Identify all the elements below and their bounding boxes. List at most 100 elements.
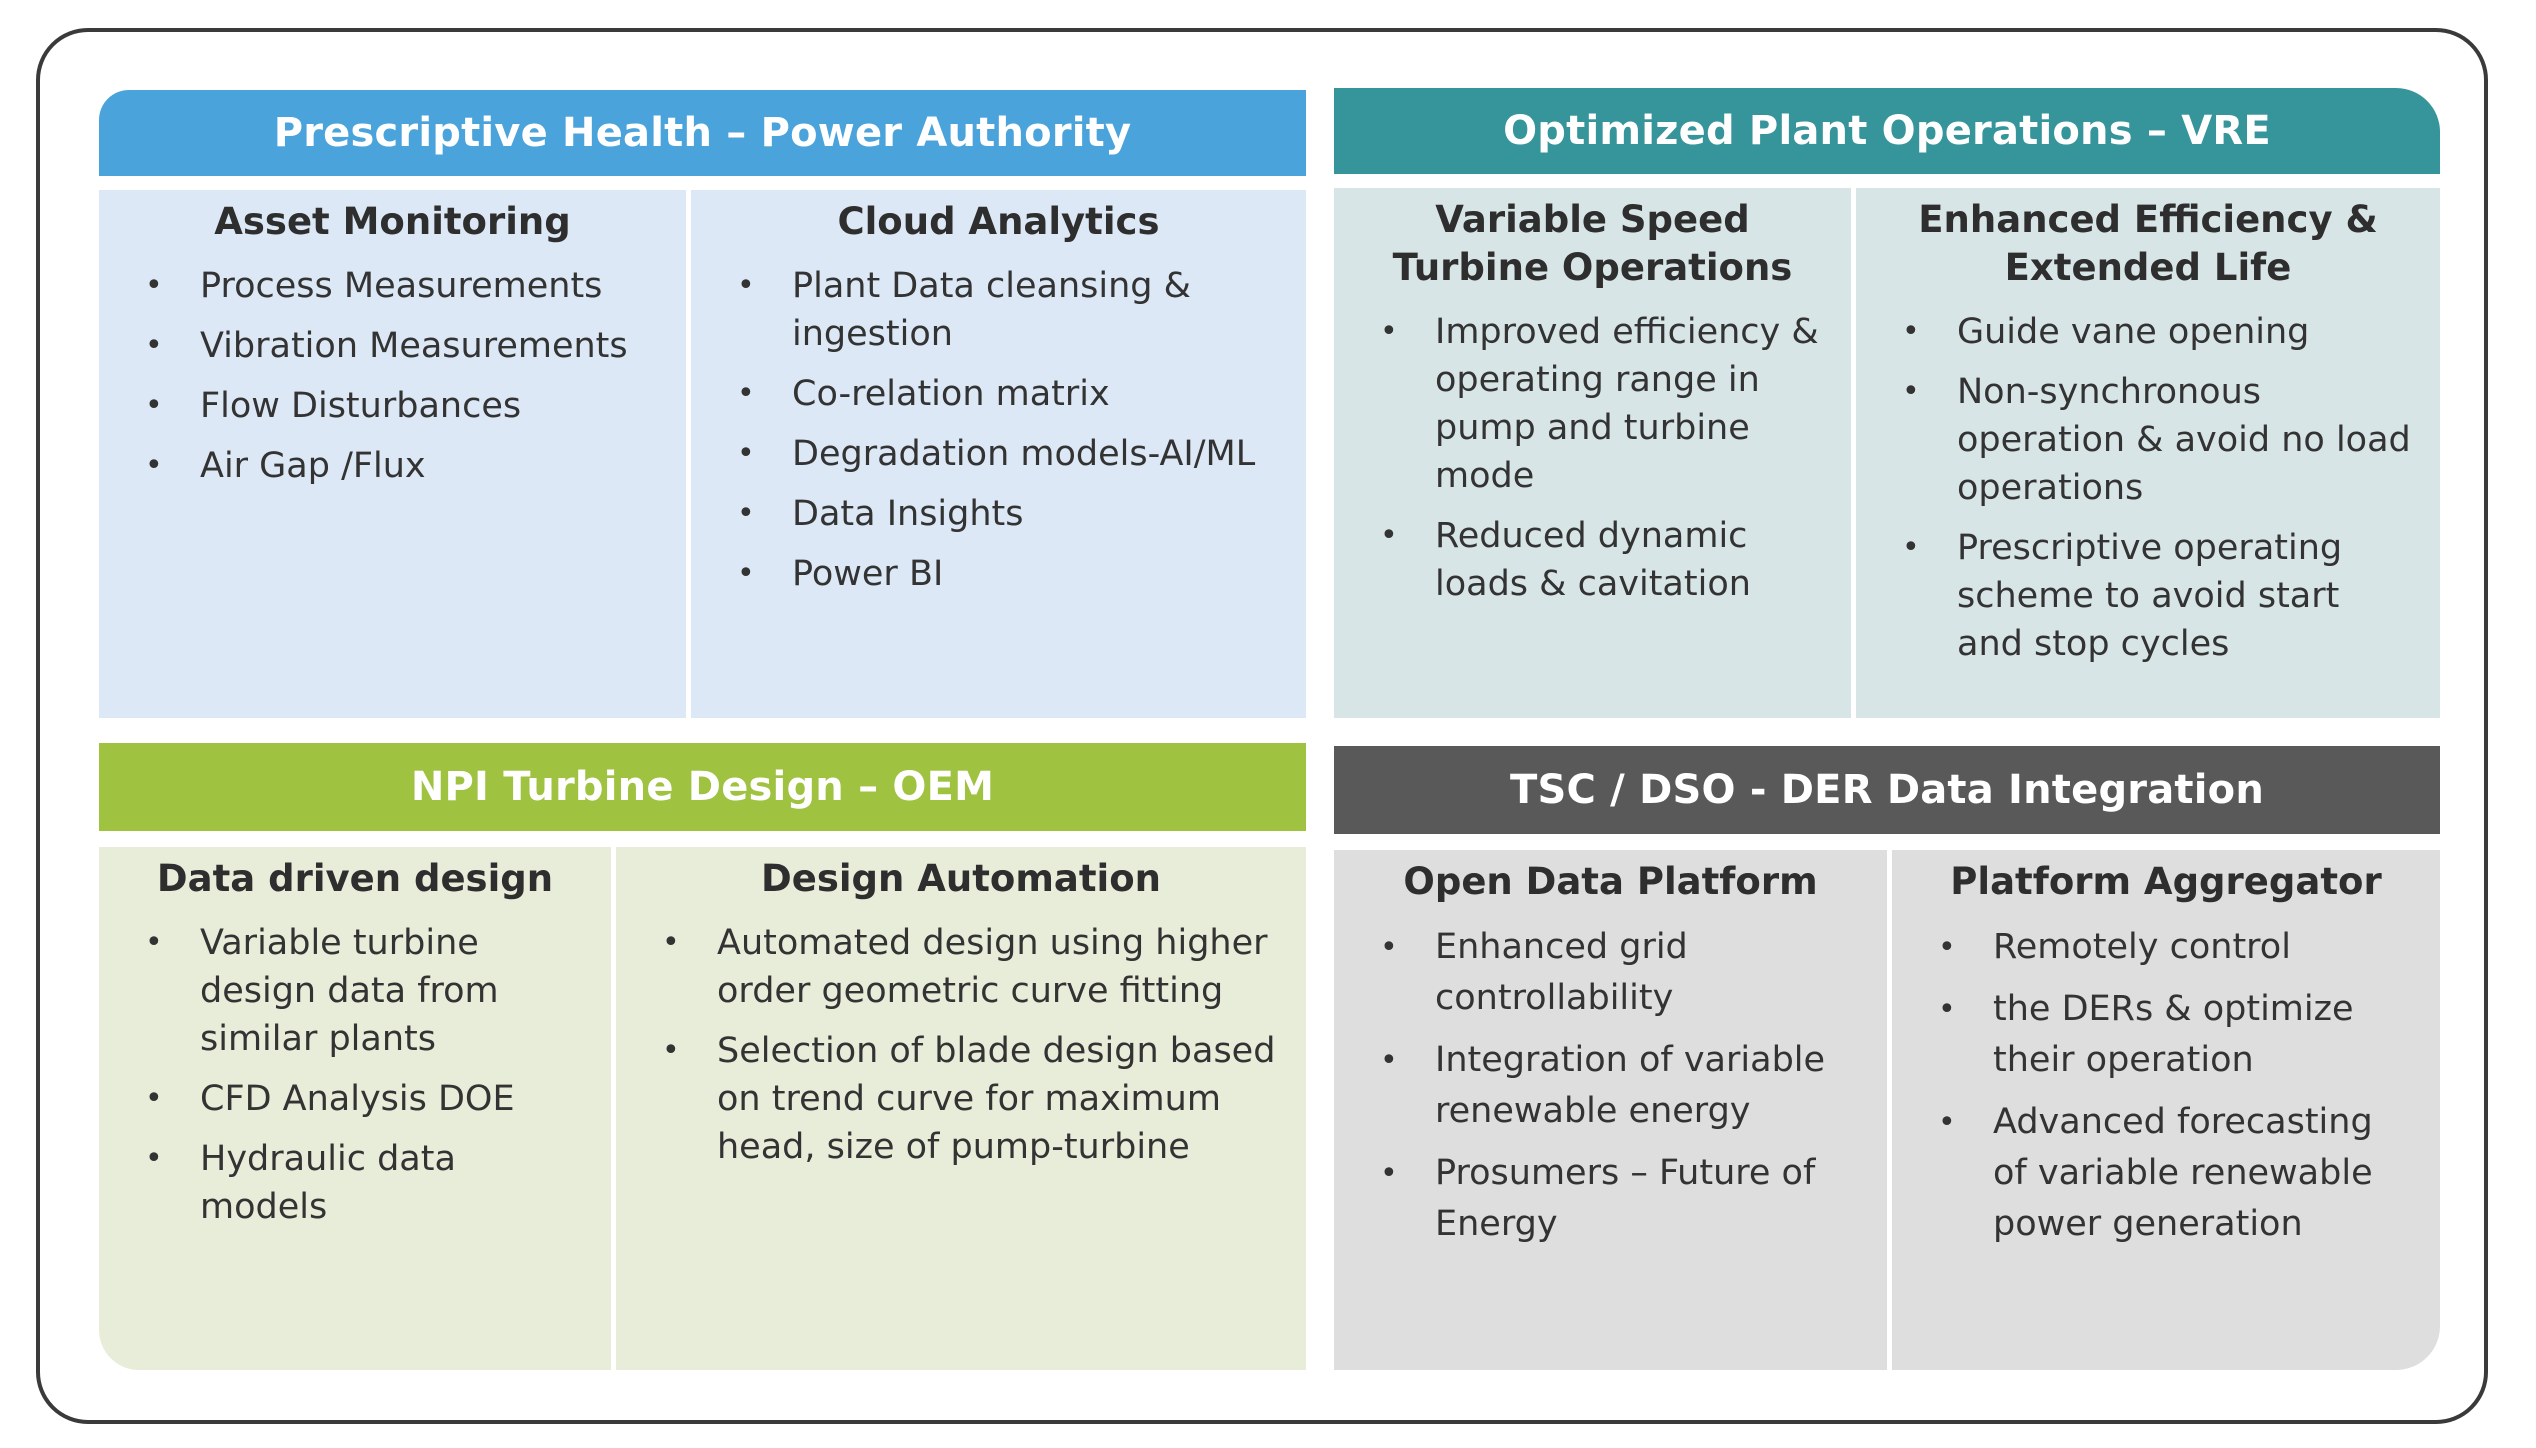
list-item: • Selection of blade design based on tren… bbox=[640, 1027, 1282, 1171]
list-item-text: Hydraulic data models bbox=[200, 1139, 456, 1227]
column-design-automation: Design Automation • Automated design usin… bbox=[616, 847, 1306, 1370]
column-platform-aggregator: Platform Aggregator • Remotely control • t… bbox=[1892, 850, 2440, 1370]
list-item: • Power BI bbox=[715, 550, 1282, 598]
list-item: • Automated design using higher order geo… bbox=[640, 919, 1282, 1015]
list-item: • Hydraulic data models bbox=[123, 1135, 587, 1231]
list-item-text: Flow Disturbances bbox=[200, 386, 522, 426]
column-open-data-platform: Open Data Platform • Enhanced grid contro… bbox=[1334, 850, 1887, 1370]
bullet-icon: • bbox=[1902, 374, 1920, 409]
list-item: • Prosumers – Future of Energy bbox=[1358, 1148, 1863, 1250]
list-item-text: Degradation models-AI/ML bbox=[792, 434, 1256, 474]
bullet-icon: • bbox=[737, 268, 755, 303]
list-item: • Degradation models-AI/ML bbox=[715, 430, 1282, 478]
list-item: • CFD Analysis DOE bbox=[123, 1075, 587, 1123]
list-item: • Process Measurements bbox=[123, 262, 662, 310]
list-item: • Remotely control bbox=[1916, 922, 2416, 973]
bullet-icon: • bbox=[1380, 930, 1398, 965]
list-item-text: Prosumers – Future of Energy bbox=[1435, 1153, 1816, 1244]
list-item: • Improved efficiency & operating range i… bbox=[1358, 308, 1827, 500]
bullet-list: • Enhanced grid controllability • Integrat… bbox=[1358, 922, 1863, 1250]
list-item: • Plant Data cleansing & ingestion bbox=[715, 262, 1282, 358]
bullet-icon: • bbox=[145, 268, 163, 303]
list-item-text: Variable turbine design data from simila… bbox=[200, 923, 499, 1059]
list-item-text: Power BI bbox=[792, 554, 944, 594]
list-item: • Prescriptive operating scheme to avoid … bbox=[1880, 524, 2416, 668]
bullet-icon: • bbox=[1380, 1156, 1398, 1191]
column-title: Cloud Analytics bbox=[837, 200, 1160, 243]
bullet-list: • Variable turbine design data from simil… bbox=[123, 919, 587, 1231]
column-cloud-analytics: Cloud Analytics • Plant Data cleansing & … bbox=[691, 190, 1306, 718]
bullet-list: • Plant Data cleansing & ingestion • Co-re… bbox=[715, 262, 1282, 598]
list-item: • Co-relation matrix bbox=[715, 370, 1282, 418]
list-item: • Reduced dynamic loads & cavitation bbox=[1358, 512, 1827, 608]
bullet-icon: • bbox=[1902, 530, 1920, 565]
bullet-icon: • bbox=[1938, 1105, 1956, 1140]
quadrant-header: TSC / DSO - DER Data Integration bbox=[1334, 746, 2440, 834]
bullet-icon: • bbox=[145, 388, 163, 423]
list-item-text: Enhanced grid controllability bbox=[1435, 927, 1688, 1018]
list-item-text: CFD Analysis DOE bbox=[200, 1079, 515, 1119]
list-item-text: Integration of variable renewable energy bbox=[1435, 1040, 1826, 1131]
list-item: • Non-synchronous operation & avoid no lo… bbox=[1880, 368, 2416, 512]
list-item-text: Advanced forecasting of variable renewab… bbox=[1993, 1102, 2373, 1244]
bullet-icon: • bbox=[737, 376, 755, 411]
bullet-icon: • bbox=[662, 925, 680, 960]
column-title: Data driven design bbox=[156, 857, 554, 900]
bullet-icon: • bbox=[145, 448, 163, 483]
list-item-text: Process Measurements bbox=[200, 266, 603, 306]
bullet-icon: • bbox=[145, 328, 163, 363]
bullet-icon: • bbox=[145, 1141, 163, 1176]
bullet-list: • Process Measurements • Vibration Measure… bbox=[123, 262, 662, 490]
quadrant-header: Optimized Plant Operations – VRE bbox=[1334, 88, 2440, 174]
column-title: Variable Speed Turbine Operations bbox=[1392, 198, 1793, 289]
column-title: Design Automation bbox=[761, 857, 1161, 900]
bullet-icon: • bbox=[1902, 314, 1920, 349]
list-item: • Vibration Measurements bbox=[123, 322, 662, 370]
bullet-icon: • bbox=[737, 556, 755, 591]
bullet-icon: • bbox=[1380, 314, 1398, 349]
list-item-text: Guide vane opening bbox=[1957, 312, 2310, 352]
list-item: • Enhanced grid controllability bbox=[1358, 922, 1863, 1024]
list-item: • the DERs & optimize their operation bbox=[1916, 984, 2416, 1086]
list-item-text: Plant Data cleansing & ingestion bbox=[792, 266, 1191, 354]
bullet-icon: • bbox=[145, 925, 163, 960]
quadrant-header: NPI Turbine Design – OEM bbox=[99, 743, 1306, 831]
list-item: • Advanced forecasting of variable renewa… bbox=[1916, 1097, 2416, 1250]
list-item-text: Air Gap /Flux bbox=[200, 446, 426, 486]
list-item-text: Co-relation matrix bbox=[792, 374, 1110, 414]
list-item-text: Reduced dynamic loads & cavitation bbox=[1435, 516, 1751, 604]
column-title: Open Data Platform bbox=[1403, 860, 1818, 903]
bullet-icon: • bbox=[737, 436, 755, 471]
quadrant-npi-turbine-design: NPI Turbine Design – OEM Data driven des… bbox=[99, 743, 1306, 1370]
quadrant-optimized-plant-operations: Optimized Plant Operations – VRE Variabl… bbox=[1334, 88, 2440, 718]
bullet-icon: • bbox=[1938, 930, 1956, 965]
bullet-icon: • bbox=[1380, 1043, 1398, 1078]
column-title: Enhanced Efficiency & Extended Life bbox=[1918, 198, 2378, 289]
list-item-text: Automated design using higher order geom… bbox=[717, 923, 1268, 1011]
column-variable-speed-turbine: Variable Speed Turbine Operations • Impro… bbox=[1334, 188, 1851, 718]
bullet-icon: • bbox=[1380, 518, 1398, 553]
quadrant-header: Prescriptive Health – Power Authority bbox=[99, 90, 1306, 176]
list-item-text: Non-synchronous operation & avoid no loa… bbox=[1957, 372, 2411, 508]
list-item: • Variable turbine design data from simil… bbox=[123, 919, 587, 1063]
list-item-text: the DERs & optimize their operation bbox=[1993, 989, 2354, 1080]
column-asset-monitoring: Asset Monitoring • Process Measurements •… bbox=[99, 190, 686, 718]
list-item-text: Prescriptive operating scheme to avoid s… bbox=[1957, 528, 2343, 664]
list-item: • Guide vane opening bbox=[1880, 308, 2416, 356]
list-item-text: Vibration Measurements bbox=[200, 326, 628, 366]
bullet-list: • Guide vane opening • Non-synchronous ope… bbox=[1880, 308, 2416, 668]
list-item-text: Selection of blade design based on trend… bbox=[717, 1031, 1276, 1167]
list-item: • Data Insights bbox=[715, 490, 1282, 538]
list-item: • Integration of variable renewable energ… bbox=[1358, 1035, 1863, 1137]
bullet-icon: • bbox=[662, 1033, 680, 1068]
list-item-text: Improved efficiency & operating range in… bbox=[1435, 312, 1819, 496]
column-title: Asset Monitoring bbox=[214, 200, 571, 243]
column-data-driven-design: Data driven design • Variable turbine des… bbox=[99, 847, 611, 1370]
bullet-list: • Automated design using higher order geo… bbox=[640, 919, 1282, 1171]
bullet-list: • Remotely control • the DERs & optimize t… bbox=[1916, 922, 2416, 1250]
quadrant-prescriptive-health: Prescriptive Health – Power Authority As… bbox=[99, 90, 1306, 718]
column-enhanced-efficiency: Enhanced Efficiency & Extended Life • Gui… bbox=[1856, 188, 2440, 718]
list-item: • Air Gap /Flux bbox=[123, 442, 662, 490]
bullet-list: • Improved efficiency & operating range i… bbox=[1358, 308, 1827, 608]
bullet-icon: • bbox=[145, 1081, 163, 1116]
